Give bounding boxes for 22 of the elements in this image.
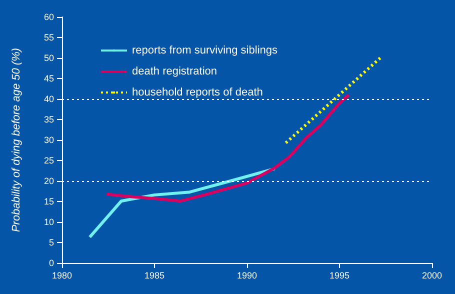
legend-label: death registration [132, 66, 217, 78]
legend-label: reports from surviving siblings [132, 44, 278, 56]
y-tick-label: 25 [44, 156, 54, 166]
x-tick-label: 2000 [422, 270, 442, 280]
x-tick-label: 1990 [236, 270, 258, 280]
y-axis-title: Probability of dying before age 50 (%) [10, 48, 22, 232]
y-tick-label: 15 [44, 196, 54, 206]
y-tick-label: 5 [48, 238, 54, 248]
y-tick-label: 0 [48, 258, 54, 268]
x-tick-label: 1995 [329, 270, 350, 280]
y-tick-label: 35 [44, 114, 54, 124]
y-tick-label: 20 [44, 176, 54, 186]
y-tick-label: 30 [44, 135, 54, 145]
y-tick-label: 40 [44, 94, 54, 104]
x-tick-label: 1985 [144, 270, 165, 280]
x-tick-label: 1980 [52, 270, 72, 280]
y-tick-label: 55 [44, 32, 54, 42]
y-tick-label: 10 [44, 217, 54, 227]
y-tick-label: 50 [44, 53, 54, 63]
legend-label: household reports of death [132, 86, 263, 98]
y-tick-label: 45 [44, 74, 54, 84]
y-tick-label: 60 [44, 12, 54, 22]
